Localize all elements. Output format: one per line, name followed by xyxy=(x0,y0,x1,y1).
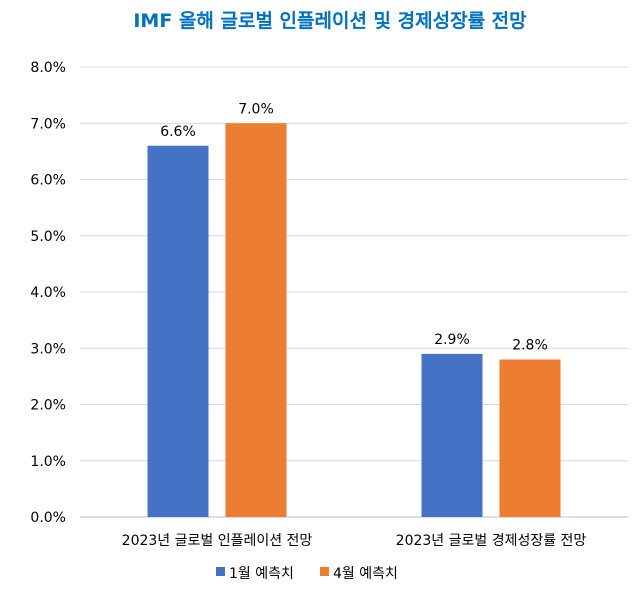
chart-title: IMF 올해 글로벌 인플레이션 및 경제성장률 전망 xyxy=(133,10,527,32)
y-tick-label: 3.0% xyxy=(30,341,66,357)
legend-label: 4월 예측치 xyxy=(333,566,398,582)
x-axis-categories: 2023년 글로벌 인플레이션 전망 2023년 글로벌 경제성장률 전망 xyxy=(122,533,587,549)
y-tick-label: 0.0% xyxy=(30,510,66,526)
bar xyxy=(421,353,483,517)
legend-swatch xyxy=(320,567,329,576)
bars xyxy=(147,123,561,517)
legend: 1월 예측치 4월 예측치 xyxy=(216,566,398,582)
data-labels: 6.6% 7.0% 2.9% 2.8% xyxy=(160,101,548,353)
y-tick-label: 4.0% xyxy=(30,285,66,301)
x-category-label: 2023년 글로벌 경제성장률 전망 xyxy=(396,533,587,549)
data-label: 6.6% xyxy=(160,124,196,140)
y-axis-ticks: 0.0% 1.0% 2.0% 3.0% 4.0% 5.0% 6.0% 7.0% 8.0% xyxy=(30,60,66,526)
y-tick-label: 5.0% xyxy=(30,229,66,245)
legend-label: 1월 예측치 xyxy=(229,566,294,582)
bar xyxy=(147,145,209,517)
legend-swatch xyxy=(216,567,225,576)
data-label: 2.8% xyxy=(512,338,548,354)
y-tick-label: 1.0% xyxy=(30,454,66,470)
bar xyxy=(225,123,287,517)
data-label: 7.0% xyxy=(238,101,274,117)
y-tick-label: 7.0% xyxy=(30,116,66,132)
y-tick-label: 2.0% xyxy=(30,398,66,414)
y-tick-label: 8.0% xyxy=(30,60,66,76)
bar xyxy=(499,359,561,517)
data-label: 2.9% xyxy=(434,332,470,348)
y-tick-label: 6.0% xyxy=(30,173,66,189)
x-category-label: 2023년 글로벌 인플레이션 전망 xyxy=(122,533,313,549)
